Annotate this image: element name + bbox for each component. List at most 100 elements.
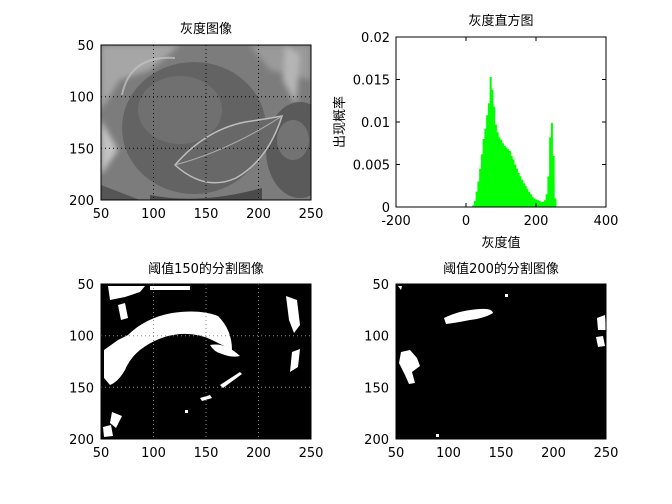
histogram-bar (487, 103, 490, 207)
x-tick-label: 150 (194, 207, 219, 222)
histogram-bar (526, 189, 529, 207)
histogram-bar (521, 179, 524, 207)
x-tick-label: 100 (436, 446, 461, 461)
histogram-bar (479, 168, 482, 207)
histogram-bar (519, 176, 522, 207)
x-tick-label: 200 (246, 207, 271, 222)
histogram-bar (507, 149, 510, 207)
x-tick-labels: 50 100 150 200 250 (93, 446, 324, 461)
panel-title: 阈值200的分割图像 (443, 261, 559, 277)
y-tick-label: 0.015 (353, 74, 390, 89)
x-tick-label: -200 (381, 214, 411, 229)
y-tick-label: 0.02 (361, 31, 390, 46)
x-tick-label: 200 (541, 446, 566, 461)
histogram-bar (524, 185, 527, 207)
histogram-bar (540, 201, 543, 207)
histogram-bar (505, 147, 508, 207)
panel-threshold-150: 阈值150的分割图像 (69, 261, 323, 461)
panel-title: 阈值150的分割图像 (148, 261, 264, 277)
x-tick-label: 200 (246, 446, 271, 461)
x-tick-label: 50 (93, 207, 110, 222)
histogram-bar (515, 168, 518, 207)
binary-image-150 (101, 284, 311, 439)
histogram-bar (533, 198, 536, 207)
histogram-x-tick-labels: -200 0 200 400 (381, 214, 618, 229)
x-tick-label: 100 (141, 207, 166, 222)
histogram-bar (494, 124, 497, 207)
grayscale-photo (101, 45, 311, 200)
histogram-y-tick-labels: 0 0.005 0.01 0.015 0.02 (353, 31, 390, 216)
histogram-bar (500, 139, 503, 207)
axes-frame (100, 44, 312, 201)
histogram-bar (543, 200, 546, 207)
x-tick-label: 400 (594, 214, 619, 229)
y-tick-label: 100 (69, 91, 94, 106)
y-tick-label: 150 (69, 381, 94, 396)
panel-threshold-200: 阈值200的分割图像 50 100 150 200 250 50 100 1 (364, 261, 618, 461)
histogram-bar (550, 122, 553, 207)
x-axis-label: 灰度值 (481, 235, 520, 251)
y-tick-label: 200 (364, 433, 389, 448)
y-tick-label: 0.01 (361, 116, 390, 131)
y-tick-labels: 50 100 150 200 (364, 278, 389, 448)
histogram-bars (472, 76, 557, 207)
y-tick-labels: 50 100 150 200 (69, 39, 94, 209)
histogram-bar (477, 181, 480, 207)
x-tick-label: 0 (462, 214, 470, 229)
histogram-bar (491, 89, 494, 207)
histogram-bar (486, 115, 489, 207)
x-tick-label: 50 (93, 446, 110, 461)
histogram-bar (542, 201, 545, 207)
x-tick-label: 50 (388, 446, 405, 461)
histogram-bar (538, 201, 541, 207)
axes-frame (100, 283, 312, 440)
y-tick-labels: 50 100 150 200 (69, 278, 94, 448)
y-tick-label: 200 (69, 433, 94, 448)
histogram-bar (503, 145, 506, 207)
histogram-bar (517, 173, 520, 207)
histogram-bar (482, 139, 485, 207)
panel-grayscale-image: 灰度图像 50 (69, 21, 324, 222)
histogram-bar (480, 154, 483, 207)
histogram-bar (528, 191, 531, 207)
histogram-bar (552, 156, 555, 207)
y-tick-label: 100 (364, 330, 389, 345)
x-tick-label: 200 (524, 214, 549, 229)
x-tick-label: 250 (299, 207, 324, 222)
x-tick-label: 100 (141, 446, 166, 461)
x-tick-label: 250 (299, 446, 324, 461)
y-tick-label: 50 (77, 39, 94, 54)
grid-lines (101, 45, 311, 200)
y-tick-label: 50 (77, 278, 94, 293)
x-tick-label: 150 (489, 446, 514, 461)
grid-lines (101, 284, 311, 439)
y-tick-label: 0 (382, 201, 390, 216)
y-tick-label: 150 (364, 381, 389, 396)
y-tick-label: 150 (69, 142, 94, 157)
histogram-bar (498, 137, 501, 207)
histogram-bar (554, 198, 557, 207)
histogram-bar (489, 76, 492, 207)
axes-frame (395, 283, 607, 440)
histogram-bar (529, 194, 532, 207)
chart-title: 灰度直方图 (468, 13, 533, 29)
histogram-bar (493, 106, 496, 207)
histogram-bar (473, 201, 476, 207)
histogram-bar (549, 137, 552, 207)
histogram-bar (545, 194, 548, 207)
histogram-bar (472, 205, 475, 207)
histogram-bar (522, 183, 525, 207)
binary-image-200 (396, 284, 606, 439)
histogram-bar (547, 176, 550, 207)
histogram-bar (496, 132, 499, 207)
histogram-bar (531, 196, 534, 207)
x-tick-labels: 50 100 150 200 250 (388, 446, 619, 461)
histogram-bar (508, 150, 511, 207)
histogram-bar (484, 128, 487, 207)
x-tick-label: 150 (194, 446, 219, 461)
y-tick-label: 200 (69, 194, 94, 209)
panel-histogram: 灰度直方图 -200 0 200 400 0 0.005 0.01 0.015 … (332, 13, 618, 251)
histogram-bar (501, 143, 504, 207)
